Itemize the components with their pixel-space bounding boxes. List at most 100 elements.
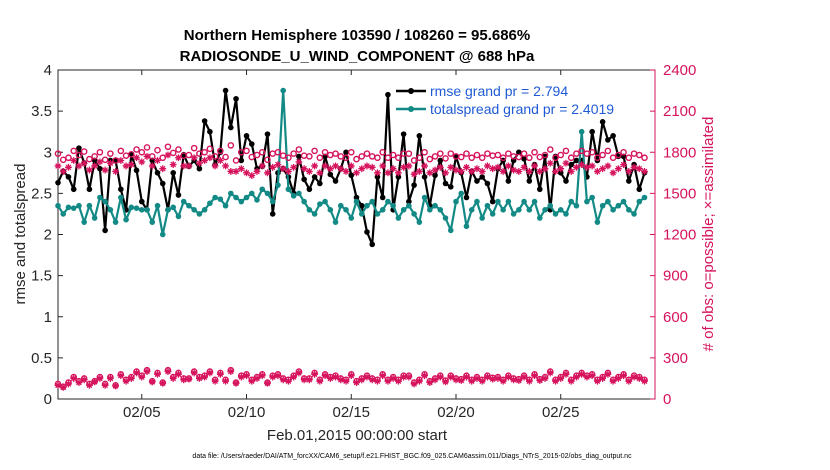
obs-possible-marker (154, 146, 161, 154)
data-point (144, 207, 150, 213)
data-point (521, 198, 527, 205)
data-point (201, 207, 208, 213)
obs-assimilated-marker (253, 375, 261, 382)
data-point (489, 211, 496, 217)
obs-assimilated-marker (347, 372, 355, 380)
obs-possible-marker (117, 147, 125, 155)
obs-assimilated-marker (211, 377, 219, 385)
obs-possible-marker (321, 148, 329, 156)
obs-possible-marker (552, 154, 559, 162)
data-point (400, 131, 407, 137)
obs-assimilated-marker (567, 168, 575, 175)
obs-possible-marker (253, 151, 261, 159)
data-point (505, 178, 512, 184)
data-point (332, 219, 339, 225)
obs-assimilated-marker (112, 168, 120, 175)
obs-assimilated-marker (326, 375, 334, 382)
data-point (154, 202, 161, 209)
y-tick-label: 2.5 (31, 185, 52, 202)
obs-possible-marker (342, 154, 350, 162)
data-point (275, 182, 281, 188)
obs-possible-marker (86, 155, 93, 163)
data-point (615, 202, 622, 209)
data-point (102, 198, 108, 205)
obs-assimilated-marker (436, 163, 444, 171)
obs-assimilated-marker (593, 377, 601, 385)
obs-assimilated-marker (75, 162, 83, 170)
obs-assimilated-marker (169, 375, 177, 382)
data-point (264, 131, 271, 137)
data-point (149, 219, 156, 225)
obs-assimilated-marker (195, 159, 203, 167)
data-point (222, 87, 229, 94)
x-tick-label: 02/10 (228, 404, 266, 421)
data-point (317, 201, 323, 207)
obs-assimilated-marker (138, 158, 146, 166)
obs-assimilated-marker (604, 370, 612, 378)
obs-possible-marker (457, 153, 465, 161)
obs-possible-marker (332, 150, 339, 157)
obs-assimilated-marker (180, 376, 188, 384)
data-point (536, 215, 543, 221)
data-point (636, 186, 643, 193)
obs-assimilated-marker (426, 169, 434, 177)
obs-possible-marker (222, 153, 229, 161)
data-point (364, 229, 370, 235)
obs-assimilated-marker (499, 377, 507, 385)
data-point (243, 133, 250, 139)
obs-assimilated-marker (143, 152, 151, 160)
data-point (416, 219, 423, 225)
obs-assimilated-marker (190, 369, 198, 377)
obs-possible-marker (625, 154, 633, 162)
obs-assimilated-marker (117, 157, 125, 164)
data-point (636, 198, 643, 205)
obs-assimilated-marker (216, 370, 224, 378)
data-point (400, 207, 407, 213)
data-point (228, 190, 234, 197)
obs-possible-marker (531, 148, 538, 156)
obs-assimilated-marker (305, 168, 313, 175)
obs-assimilated-marker (269, 373, 277, 381)
obs-assimilated-marker (264, 379, 271, 387)
obs-assimilated-marker (175, 154, 182, 162)
obs-assimilated-marker (510, 166, 518, 174)
data-point (311, 211, 318, 217)
obs-assimilated-marker (635, 375, 643, 382)
obs-possible-marker (594, 154, 601, 162)
data-point (395, 174, 402, 180)
obs-possible-marker (54, 150, 62, 157)
data-point (484, 202, 491, 209)
y-right-tick-label: 600 (663, 309, 688, 326)
data-point (238, 198, 245, 205)
obs-assimilated-marker (442, 169, 449, 177)
obs-assimilated-marker (243, 169, 250, 177)
obs-assimilated-marker (473, 375, 481, 382)
data-point (159, 180, 166, 187)
obs-assimilated-marker (332, 162, 339, 170)
data-point (390, 202, 396, 209)
obs-possible-marker (185, 151, 193, 159)
legend: rmse grand pr = 2.794 totalspread grand … (396, 83, 614, 117)
data-point (421, 174, 428, 180)
obs-assimilated-marker (65, 380, 72, 388)
data-point (60, 211, 67, 217)
obs-assimilated-marker (248, 377, 256, 385)
obs-assimilated-marker (389, 165, 397, 173)
data-point (589, 194, 595, 201)
obs-assimilated-marker (80, 376, 88, 384)
obs-assimilated-marker (504, 373, 512, 381)
data-point (269, 211, 276, 217)
x-tick-label: 02/25 (542, 404, 580, 421)
data-point (180, 198, 187, 205)
data-point (296, 190, 302, 197)
data-point (55, 202, 61, 209)
obs-assimilated-marker (274, 161, 282, 168)
data-point (86, 202, 93, 209)
data-point (421, 194, 428, 201)
y-right-tick-label: 1800 (663, 144, 696, 161)
obs-assimilated-marker (588, 372, 596, 380)
obs-assimilated-marker (295, 369, 303, 377)
obs-assimilated-marker (316, 169, 324, 177)
data-point (233, 95, 239, 102)
obs-assimilated-marker (588, 162, 596, 170)
